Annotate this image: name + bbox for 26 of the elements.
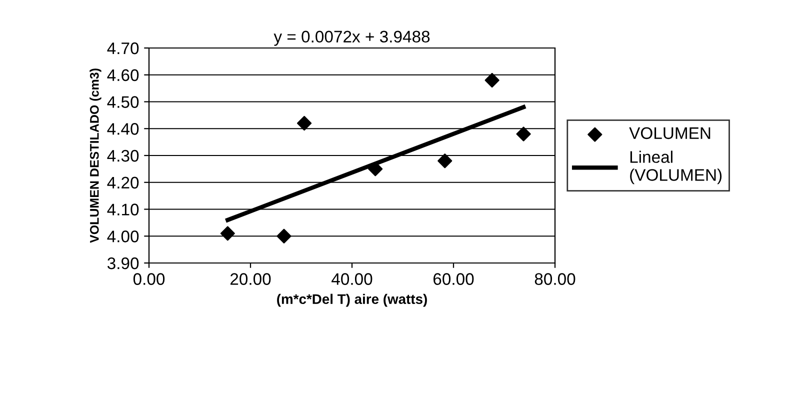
x-tick-label: 20.00 — [230, 273, 271, 285]
y-tick-label: 3.90 — [107, 257, 139, 270]
x-tick-label: 0.00 — [133, 273, 165, 285]
x-axis-title: (m*c*Del T) aire (watts) — [277, 294, 427, 307]
legend-label: Lineal (VOLUMEN) — [630, 150, 722, 184]
point — [297, 116, 312, 131]
y-tick-label: 4.70 — [107, 42, 139, 54]
y-tick-label: 4.20 — [107, 176, 139, 189]
x-tick-label: 40.00 — [332, 273, 372, 285]
y-tick-label: 4.30 — [107, 150, 139, 162]
x-tick-label: 60.00 — [433, 273, 474, 285]
y-tick-label: 4.50 — [107, 96, 139, 108]
y-tick-label: 4.40 — [107, 123, 139, 135]
x-tick-label: 80.00 — [534, 273, 576, 285]
y-axis-title: VOLUMEN DESTILADO (cm3) — [90, 68, 102, 243]
legend-label: VOLUMEN — [629, 127, 710, 140]
text: y = 0.0072x + 3.9488 — [274, 30, 430, 46]
y-tick-label: 4.10 — [107, 204, 139, 216]
y-tick-label: 4.60 — [107, 69, 139, 82]
point — [368, 162, 383, 176]
point — [438, 154, 452, 168]
point — [276, 228, 292, 244]
point — [516, 126, 531, 142]
point — [484, 72, 500, 88]
y-tick-label: 4.00 — [107, 230, 139, 242]
point — [220, 226, 235, 241]
